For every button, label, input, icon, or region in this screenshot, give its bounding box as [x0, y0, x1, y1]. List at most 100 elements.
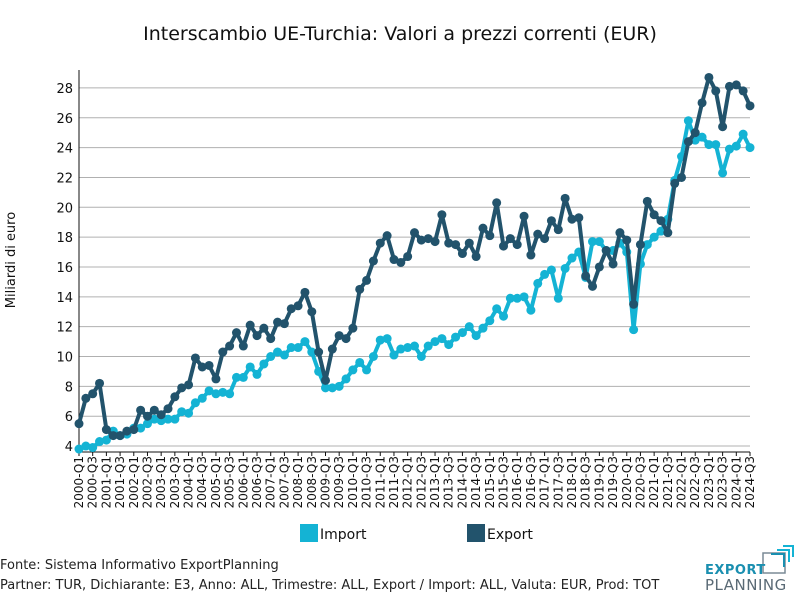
x-tick-label: 2023-Q3: [716, 456, 730, 508]
data-point: [184, 408, 194, 418]
x-tick-label: 2020-Q3: [633, 456, 647, 508]
data-point: [81, 441, 91, 451]
data-point: [74, 444, 84, 454]
x-tick-label: 2005-Q1: [209, 456, 223, 508]
data-point: [300, 337, 310, 347]
data-point: [423, 341, 433, 351]
data-point: [142, 419, 152, 429]
data-point: [266, 334, 276, 344]
data-point: [745, 143, 755, 153]
y-tick-label: 28: [56, 82, 73, 97]
data-point: [437, 210, 447, 220]
x-tick-label: 2013-Q3: [442, 456, 456, 508]
y-tick-label: 6: [65, 410, 73, 425]
data-point: [74, 419, 84, 429]
data-point: [218, 387, 228, 397]
data-point: [314, 347, 324, 357]
data-point: [88, 443, 98, 453]
data-point: [416, 352, 426, 361]
x-tick-label: 2022-Q3: [688, 456, 702, 508]
data-point: [588, 281, 598, 291]
data-point: [334, 381, 344, 391]
data-point: [410, 341, 419, 351]
data-point: [348, 365, 358, 375]
data-point: [745, 101, 755, 111]
data-point: [731, 141, 741, 151]
data-point: [499, 241, 509, 251]
data-point: [574, 213, 584, 223]
data-point: [649, 232, 659, 242]
data-point: [341, 374, 351, 384]
data-point: [266, 352, 276, 361]
data-point: [348, 323, 358, 333]
data-point: [526, 305, 536, 315]
data-point: [512, 240, 522, 250]
data-point: [457, 249, 467, 259]
data-point: [190, 353, 200, 363]
data-point: [464, 322, 474, 332]
x-tick-label: 2024-Q3: [743, 456, 757, 508]
data-point: [697, 98, 707, 108]
data-point: [553, 225, 563, 235]
data-point: [690, 128, 700, 138]
data-point: [540, 234, 550, 244]
data-point: [567, 253, 577, 263]
data-point: [444, 340, 454, 350]
x-tick-label: 2004-Q1: [182, 456, 196, 508]
y-tick-label: 18: [56, 231, 73, 246]
data-point: [567, 214, 577, 224]
x-tick-label: 2022-Q1: [675, 456, 689, 508]
data-point: [724, 81, 734, 91]
x-tick-label: 2003-Q1: [154, 456, 168, 508]
data-point: [711, 140, 721, 150]
logo-text-planning: PLANNING: [705, 576, 787, 594]
data-point: [492, 304, 502, 314]
data-point: [300, 287, 310, 297]
data-point: [396, 257, 406, 267]
x-tick-label: 2008-Q3: [305, 456, 319, 508]
data-point: [362, 275, 372, 285]
data-point: [307, 307, 317, 317]
data-point: [355, 357, 365, 367]
y-tick-label: 26: [56, 112, 73, 127]
data-point: [423, 234, 433, 244]
data-point: [416, 235, 426, 245]
data-point: [142, 411, 152, 421]
data-point: [499, 311, 509, 321]
data-point: [656, 226, 666, 236]
data-point: [238, 372, 248, 382]
data-point: [88, 389, 98, 399]
data-point: [471, 331, 481, 341]
filter-params: Partner: TUR, Dichiarante: E3, Anno: ALL…: [0, 578, 660, 593]
data-point: [512, 293, 522, 303]
chart-title: Interscambio UE-Turchia: Valori a prezzi…: [143, 23, 657, 45]
data-point: [273, 347, 283, 357]
data-point: [327, 383, 337, 393]
data-point: [95, 378, 105, 388]
x-tick-label: 2009-Q1: [318, 456, 332, 508]
data-point: [197, 393, 207, 403]
data-point: [273, 317, 283, 327]
x-tick-label: 2007-Q1: [264, 456, 278, 508]
data-point: [697, 132, 707, 142]
data-point: [259, 323, 269, 333]
data-point: [101, 425, 111, 435]
data-point: [327, 344, 337, 354]
data-point: [485, 316, 495, 326]
data-point: [629, 325, 639, 335]
x-tick-label: 2000-Q1: [72, 456, 86, 508]
data-point: [320, 383, 330, 393]
data-point: [163, 404, 173, 414]
data-point: [190, 398, 200, 408]
data-point: [245, 320, 255, 330]
legend-label-export: Export: [487, 527, 533, 543]
series-import: [74, 116, 755, 454]
data-point: [389, 255, 399, 265]
data-point: [642, 196, 652, 206]
x-tick-label: 2001-Q1: [99, 456, 113, 508]
data-point: [163, 414, 173, 424]
data-point: [457, 328, 467, 338]
data-point: [334, 331, 344, 341]
data-point: [375, 238, 385, 248]
data-point: [95, 437, 105, 447]
